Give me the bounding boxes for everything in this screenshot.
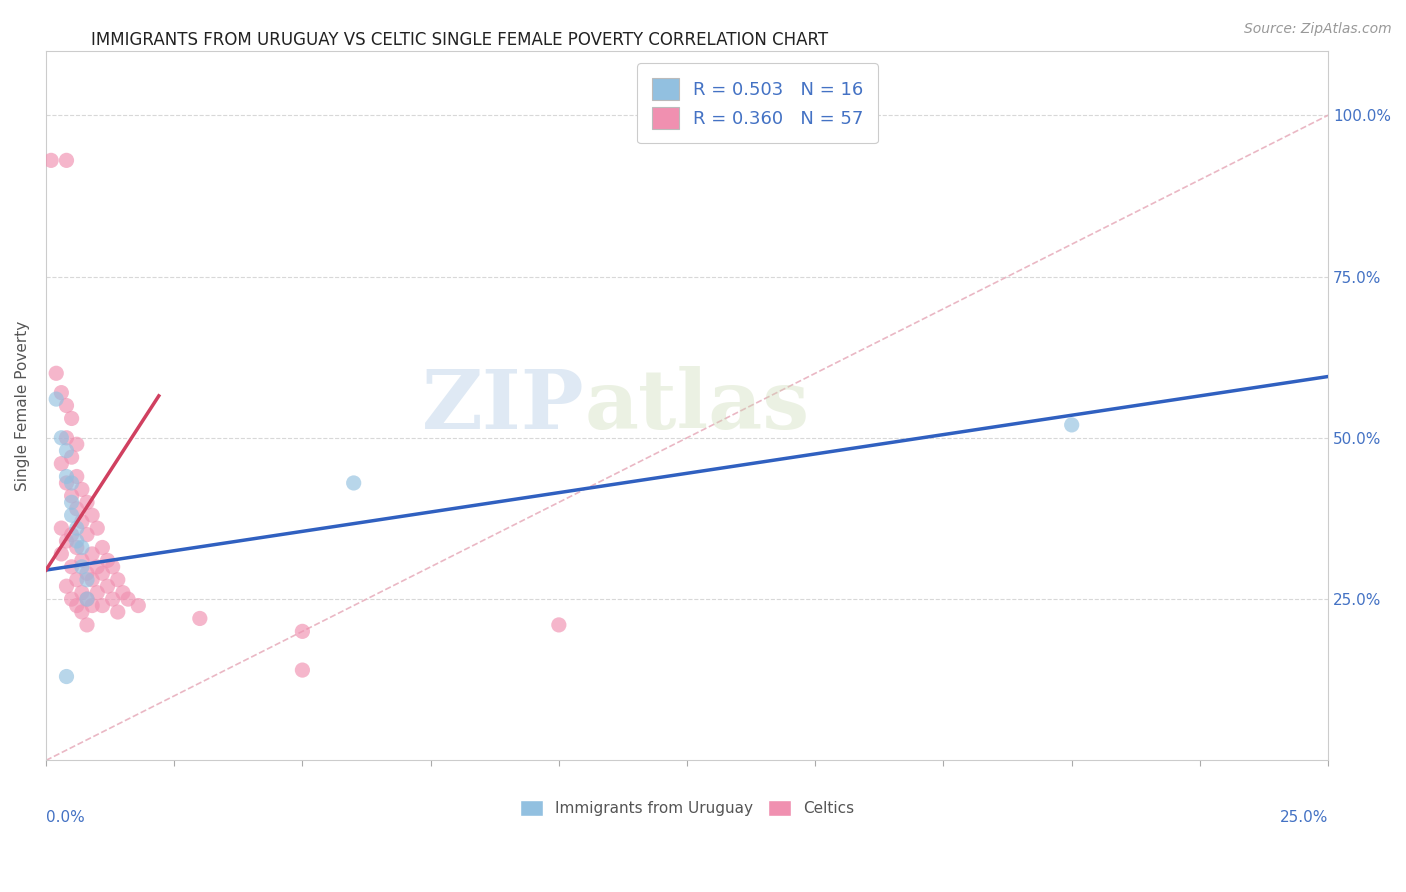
Text: IMMIGRANTS FROM URUGUAY VS CELTIC SINGLE FEMALE POVERTY CORRELATION CHART: IMMIGRANTS FROM URUGUAY VS CELTIC SINGLE… [91,31,828,49]
Point [70,541,93,555]
Point [66,521,89,535]
Point [96,579,118,593]
Point [60,559,83,574]
Point [76,495,98,509]
Point [60,489,83,503]
Text: ZIP: ZIP [422,366,585,445]
Point [91,566,114,581]
Point [96,553,118,567]
Y-axis label: Single Female Poverty: Single Female Poverty [15,320,30,491]
Point [70,553,93,567]
Point [55,534,77,549]
Point [55,579,77,593]
Point [127,599,149,613]
Point [51,385,73,400]
Point [76,573,98,587]
Point [55,399,77,413]
Point [86,521,108,535]
Point [66,573,89,587]
Point [91,599,114,613]
Point [51,547,73,561]
Point [91,541,114,555]
Point [117,592,139,607]
Point [70,483,93,497]
Point [76,592,98,607]
Point [66,541,89,555]
Point [70,559,93,574]
Point [60,450,83,465]
Point [60,495,83,509]
Point [66,469,89,483]
Point [107,605,129,619]
Point [55,431,77,445]
Point [70,515,93,529]
Text: atlas: atlas [585,366,810,445]
Point [291,663,314,677]
Point [1060,417,1083,432]
Point [82,573,104,587]
Point [66,501,89,516]
Point [45,392,67,406]
Point [76,618,98,632]
Point [66,599,89,613]
Point [70,585,93,599]
Text: Source: ZipAtlas.com: Source: ZipAtlas.com [1244,22,1392,37]
Point [45,366,67,380]
Point [70,605,93,619]
Text: 25.0%: 25.0% [1279,810,1329,825]
Point [51,431,73,445]
Point [343,475,366,490]
Point [76,566,98,581]
Legend: R = 0.503   N = 16, R = 0.360   N = 57: R = 0.503 N = 16, R = 0.360 N = 57 [637,63,877,144]
Point [60,475,83,490]
Point [82,599,104,613]
Point [82,547,104,561]
Point [39,153,62,168]
Point [188,611,211,625]
Point [60,411,83,425]
Point [76,527,98,541]
Point [60,592,83,607]
Point [55,153,77,168]
Point [51,521,73,535]
Point [107,573,129,587]
Point [51,457,73,471]
Point [101,559,124,574]
Point [60,527,83,541]
Point [55,669,77,683]
Point [55,475,77,490]
Point [111,585,134,599]
Point [86,585,108,599]
Point [547,618,569,632]
Point [82,508,104,523]
Point [55,469,77,483]
Point [76,592,98,607]
Point [60,508,83,523]
Point [101,592,124,607]
Point [86,559,108,574]
Point [66,534,89,549]
Text: 0.0%: 0.0% [46,810,84,825]
Point [55,443,77,458]
Point [66,437,89,451]
Point [291,624,314,639]
